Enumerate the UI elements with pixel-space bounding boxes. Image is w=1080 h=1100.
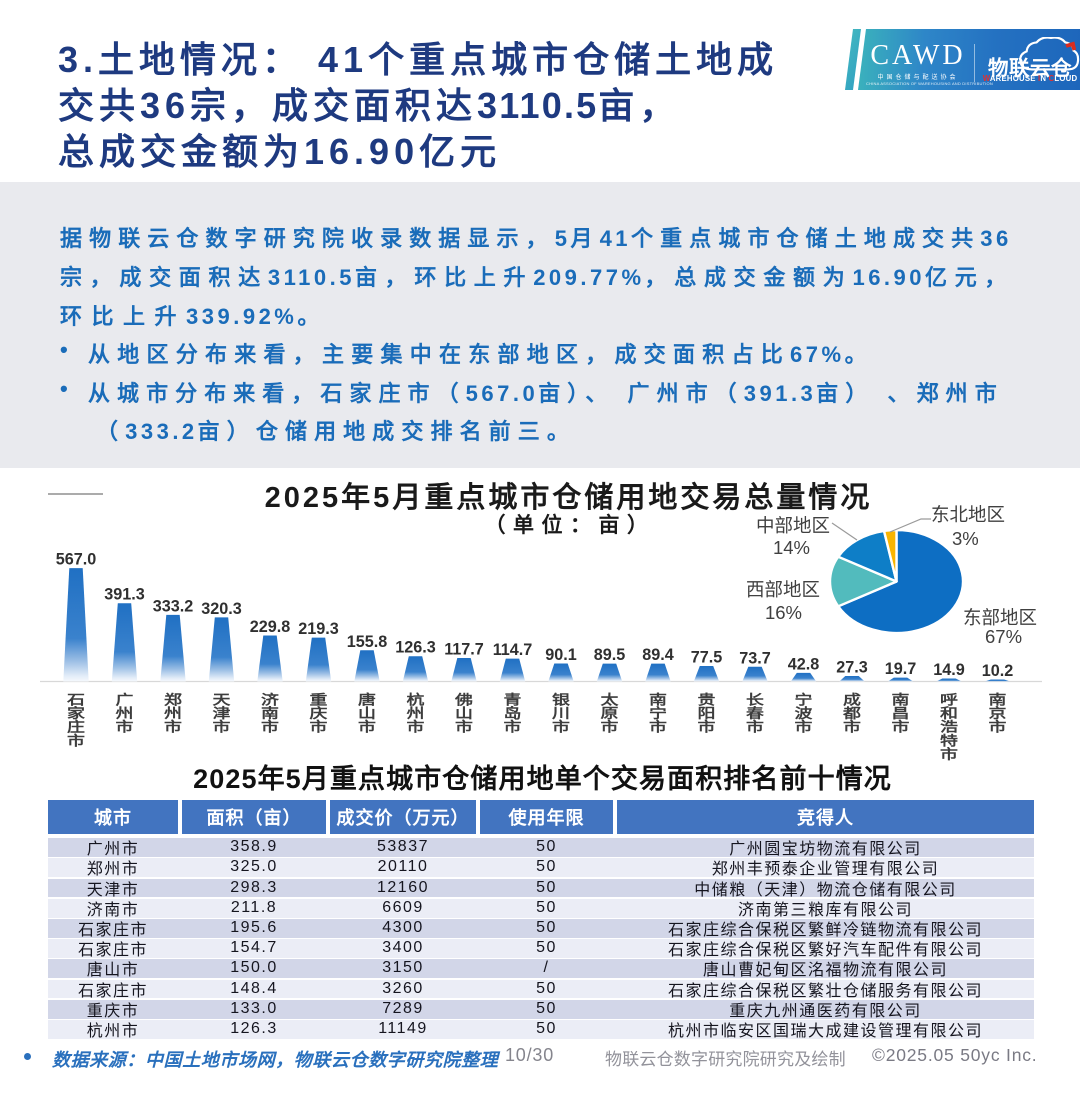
svg-text:219.3: 219.3 xyxy=(298,620,339,638)
svg-text:杭州市: 杭州市 xyxy=(405,692,424,736)
svg-text:重庆市: 重庆市 xyxy=(308,692,327,736)
svg-text:73.7: 73.7 xyxy=(739,649,771,667)
svg-text:呼和浩特市: 呼和浩特市 xyxy=(940,692,958,762)
svg-text:郑州市: 郑州市 xyxy=(163,692,182,736)
svg-text:广州市: 广州市 xyxy=(114,692,133,736)
svg-text:27.3: 27.3 xyxy=(836,659,868,677)
svg-text:南京市: 南京市 xyxy=(989,692,1007,736)
svg-text:117.7: 117.7 xyxy=(444,641,484,659)
svg-text:南宁市: 南宁市 xyxy=(649,692,667,736)
svg-text:宁波市: 宁波市 xyxy=(795,692,814,736)
svg-text:济南市: 济南市 xyxy=(261,692,280,736)
svg-text:333.2: 333.2 xyxy=(153,597,194,615)
svg-text:42.8: 42.8 xyxy=(788,655,820,673)
svg-text:90.1: 90.1 xyxy=(545,646,577,664)
svg-text:10.2: 10.2 xyxy=(982,662,1014,680)
svg-text:391.3: 391.3 xyxy=(104,586,145,604)
svg-text:229.8: 229.8 xyxy=(250,618,291,636)
svg-text:320.3: 320.3 xyxy=(201,600,242,618)
svg-text:佛山市: 佛山市 xyxy=(454,692,473,736)
svg-text:89.5: 89.5 xyxy=(594,646,626,664)
svg-text:19.7: 19.7 xyxy=(885,660,917,678)
svg-text:太原市: 太原市 xyxy=(599,692,619,736)
svg-text:青岛市: 青岛市 xyxy=(504,692,522,736)
svg-text:唐山市: 唐山市 xyxy=(358,692,376,736)
svg-text:14.9: 14.9 xyxy=(933,661,965,679)
svg-text:77.5: 77.5 xyxy=(691,649,723,667)
svg-text:石家庄市: 石家庄市 xyxy=(66,693,86,748)
svg-text:长春市: 长春市 xyxy=(745,692,765,736)
svg-text:天津市: 天津市 xyxy=(213,693,232,735)
svg-text:成都市: 成都市 xyxy=(842,692,861,736)
svg-text:155.8: 155.8 xyxy=(347,633,388,651)
svg-text:89.4: 89.4 xyxy=(642,646,674,664)
svg-text:126.3: 126.3 xyxy=(395,639,436,657)
svg-text:南昌市: 南昌市 xyxy=(892,692,910,736)
svg-text:567.0: 567.0 xyxy=(56,551,97,569)
svg-text:114.7: 114.7 xyxy=(493,641,533,659)
svg-text:贵阳市: 贵阳市 xyxy=(698,692,716,736)
svg-text:银川市: 银川市 xyxy=(551,692,571,736)
